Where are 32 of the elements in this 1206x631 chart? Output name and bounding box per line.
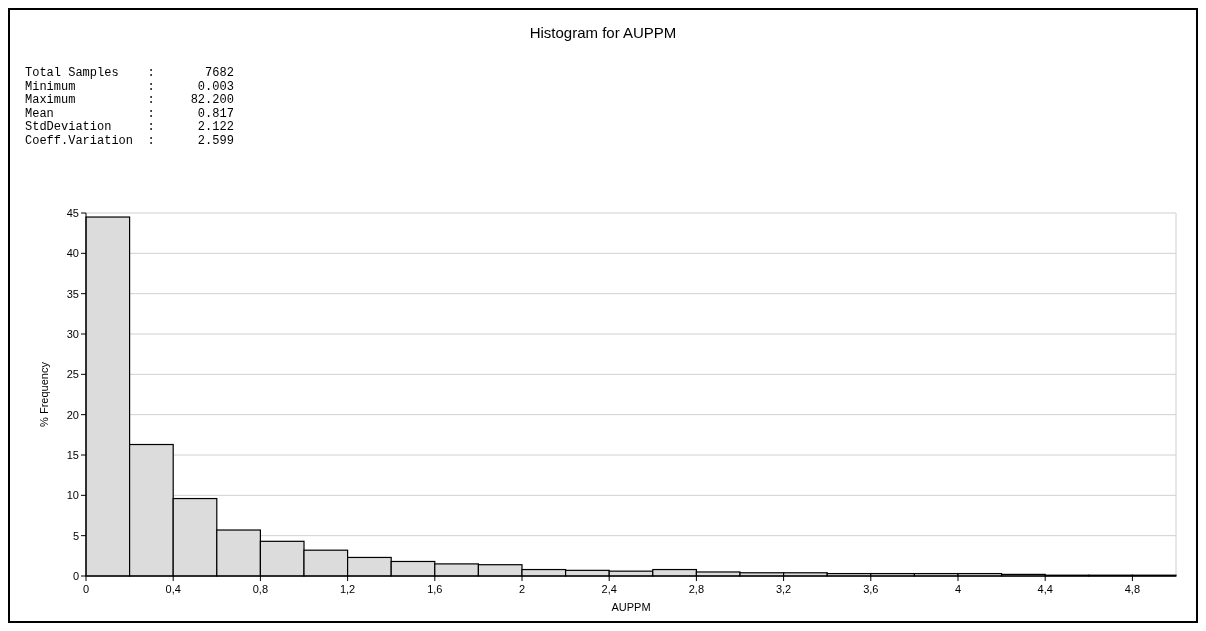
y-tick-label: 30 <box>66 327 79 340</box>
x-tick-label: 4,8 <box>1124 583 1141 595</box>
text: Maximum : 82.200 <box>25 93 234 107</box>
x-tick-label: 0,4 <box>165 583 181 595</box>
x-tick-label: 1,2 <box>339 583 356 595</box>
x-tick-label: 2 <box>518 583 526 595</box>
text: Minimum : 0.003 <box>25 79 234 94</box>
y-tick-label: 15 <box>66 448 79 461</box>
x-tick-label: 4 <box>954 583 962 595</box>
x-tick-label: 3,6 <box>863 583 879 595</box>
y-tick-label: 25 <box>66 368 79 381</box>
text: StdDeviation : 2.122 <box>25 120 234 134</box>
x-tick-label: 4,4 <box>1037 583 1053 595</box>
y-tick-label: 0 <box>72 569 79 582</box>
y-axis-title: % Frequency <box>38 361 50 427</box>
y-tick-label: 35 <box>66 287 79 300</box>
y-tick-label: 20 <box>66 408 79 421</box>
text: Coeff.Variation : 2.599 <box>25 133 234 148</box>
chart-title: Histogram for AUPPM <box>529 24 677 41</box>
text: Mean : 0.817 <box>25 106 234 121</box>
y-tick-label: 45 <box>66 206 79 219</box>
x-tick-label: 0 <box>82 583 90 595</box>
text: Total Samples : 7682 <box>25 66 234 80</box>
y-tick-label: 10 <box>66 489 79 502</box>
x-tick-label: 1,6 <box>427 583 443 595</box>
x-axis-title: AUPPM <box>611 601 651 613</box>
x-tick-label: 2,8 <box>688 583 705 595</box>
x-tick-label: 3,2 <box>775 583 792 595</box>
x-tick-label: 2,4 <box>601 583 617 595</box>
x-tick-label: 0,8 <box>252 583 269 595</box>
y-tick-label: 40 <box>66 247 79 260</box>
y-tick-label: 5 <box>72 529 79 542</box>
